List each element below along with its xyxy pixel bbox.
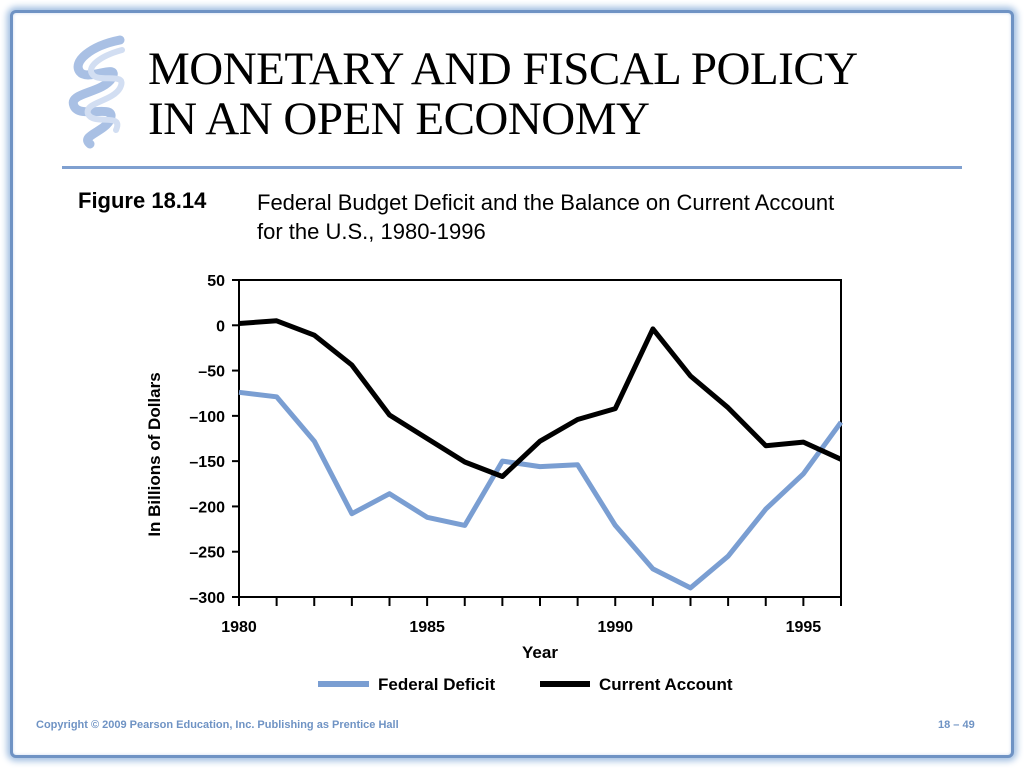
y-tick-label: –100 — [189, 409, 225, 426]
y-tick-label: –150 — [189, 454, 225, 471]
series-line-current-account — [238, 318, 843, 479]
slide-title: MONETARY AND FISCAL POLICY IN AN OPEN EC… — [148, 44, 988, 144]
legend-label-federal-deficit: Federal Deficit — [378, 675, 495, 694]
x-tick-label: 1980 — [221, 619, 257, 636]
figure-label: Figure 18.14 — [78, 188, 207, 213]
footer-page-number: 18 – 49 — [938, 719, 975, 731]
legend-label-current-account: Current Account — [599, 675, 733, 694]
y-tick-label: –200 — [189, 499, 225, 516]
title-divider — [62, 166, 962, 169]
slide-title-line-2: IN AN OPEN ECONOMY — [148, 93, 650, 145]
swirl-logo-icon — [68, 35, 125, 149]
y-axis-label: In Billions of Dollars — [145, 372, 164, 536]
y-tick-label: 0 — [216, 318, 225, 335]
series-line-federal-deficit — [238, 389, 844, 591]
x-tick-label: 1995 — [786, 619, 822, 636]
footer-copyright: Copyright © 2009 Pearson Education, Inc.… — [36, 719, 399, 731]
y-tick-label: 50 — [207, 273, 225, 290]
slide-frame — [10, 10, 1014, 758]
x-tick-label: 1990 — [597, 619, 633, 636]
slide-title-line-1: MONETARY AND FISCAL POLICY — [148, 43, 858, 95]
y-tick-label: –250 — [189, 545, 225, 562]
figure-caption: Federal Budget Deficit and the Balance o… — [257, 190, 835, 244]
x-tick-label: 1985 — [409, 619, 445, 636]
y-tick-label: –50 — [198, 364, 225, 381]
x-axis-label: Year — [522, 643, 558, 662]
y-tick-label: –300 — [189, 590, 225, 607]
